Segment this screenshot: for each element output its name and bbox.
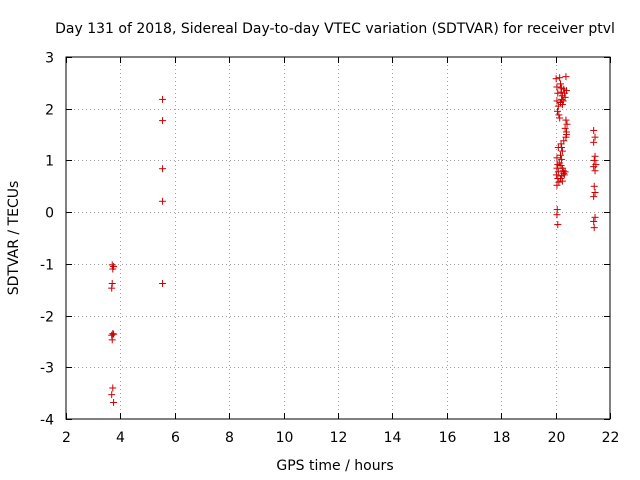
data-point <box>558 155 566 163</box>
data-point <box>555 178 563 186</box>
data-point <box>590 156 598 164</box>
data-point <box>109 330 117 338</box>
data-point <box>108 261 116 269</box>
y-axis-label: SDTVAR / TECUs <box>6 181 22 296</box>
x-tick-label: 22 <box>602 430 620 446</box>
x-tick-label: 10 <box>276 430 294 446</box>
data-point <box>558 147 566 155</box>
data-point <box>556 151 564 159</box>
x-tick-label: 8 <box>225 430 234 446</box>
data-point <box>558 95 566 103</box>
axis-ticks <box>66 57 611 420</box>
data-point <box>556 80 564 88</box>
data-point <box>590 217 598 225</box>
data-point <box>562 87 570 95</box>
data-point <box>590 182 598 190</box>
data-point <box>591 133 599 141</box>
data-point <box>110 398 118 406</box>
data-point <box>553 211 561 219</box>
x-tick-label: 14 <box>384 430 402 446</box>
data-point <box>552 171 560 179</box>
data-point <box>554 107 562 115</box>
data-point <box>561 93 569 101</box>
x-tick-label: 18 <box>493 430 511 446</box>
data-point <box>159 165 167 173</box>
y-tick-label: 0 <box>45 206 54 222</box>
x-tick-label: 16 <box>439 430 457 446</box>
y-tick-labels: -4 -3 -2 -1 0 1 2 3 <box>40 51 54 429</box>
x-tick-label: 12 <box>330 430 348 446</box>
y-tick-label: -4 <box>40 413 54 429</box>
data-point <box>159 280 167 288</box>
x-tick-labels: 2 4 6 8 10 12 14 16 18 20 22 <box>62 430 619 446</box>
data-point <box>109 265 117 273</box>
data-point <box>554 89 562 97</box>
y-tick-label: -2 <box>40 310 54 326</box>
x-tick-label: 2 <box>62 430 71 446</box>
data-point <box>562 116 570 124</box>
data-point <box>559 97 567 105</box>
data-point <box>109 384 117 392</box>
data-point <box>561 124 569 132</box>
data-point <box>590 193 598 201</box>
data-points <box>108 73 600 406</box>
data-point <box>108 391 116 399</box>
data-point <box>553 154 561 162</box>
data-point <box>562 131 570 139</box>
x-tick-label: 4 <box>116 430 125 446</box>
data-point <box>562 73 570 81</box>
y-tick-label: 1 <box>45 154 54 170</box>
data-point <box>591 213 599 221</box>
data-point <box>552 75 560 83</box>
x-axis-label: GPS time / hours <box>276 458 393 474</box>
data-point <box>590 126 598 134</box>
data-point <box>108 280 116 288</box>
data-point <box>159 95 167 103</box>
data-point <box>108 331 116 339</box>
data-point <box>108 336 116 344</box>
data-point <box>591 152 599 160</box>
chart-title: Day 131 of 2018, Sidereal Day-to-day VTE… <box>55 21 615 37</box>
data-point <box>590 138 598 146</box>
data-point <box>555 111 563 119</box>
data-point <box>558 177 566 185</box>
data-point <box>558 144 566 151</box>
data-point <box>591 167 599 175</box>
y-tick-label: -3 <box>40 361 54 377</box>
data-point <box>561 168 569 176</box>
y-tick-label: 2 <box>45 103 54 119</box>
data-point <box>560 171 568 179</box>
data-point <box>553 83 561 91</box>
data-point <box>554 161 562 169</box>
data-point <box>560 137 568 145</box>
data-point <box>110 330 118 338</box>
data-point <box>554 221 562 229</box>
data-point <box>590 163 598 171</box>
grid <box>66 57 610 419</box>
data-point <box>554 102 562 110</box>
data-point <box>108 284 116 292</box>
x-tick-label: 20 <box>548 430 566 446</box>
data-point <box>556 74 564 82</box>
y-tick-label: 3 <box>45 51 54 67</box>
data-point <box>159 117 167 125</box>
data-point <box>590 224 598 232</box>
data-point <box>556 114 564 122</box>
data-point <box>554 168 562 176</box>
data-point <box>159 197 167 205</box>
data-point <box>591 188 599 196</box>
data-point <box>563 120 571 128</box>
data-point <box>553 97 561 105</box>
y-tick-label: -1 <box>40 258 54 274</box>
data-point <box>558 101 566 109</box>
x-tick-label: 6 <box>171 430 180 446</box>
data-point <box>553 181 561 189</box>
